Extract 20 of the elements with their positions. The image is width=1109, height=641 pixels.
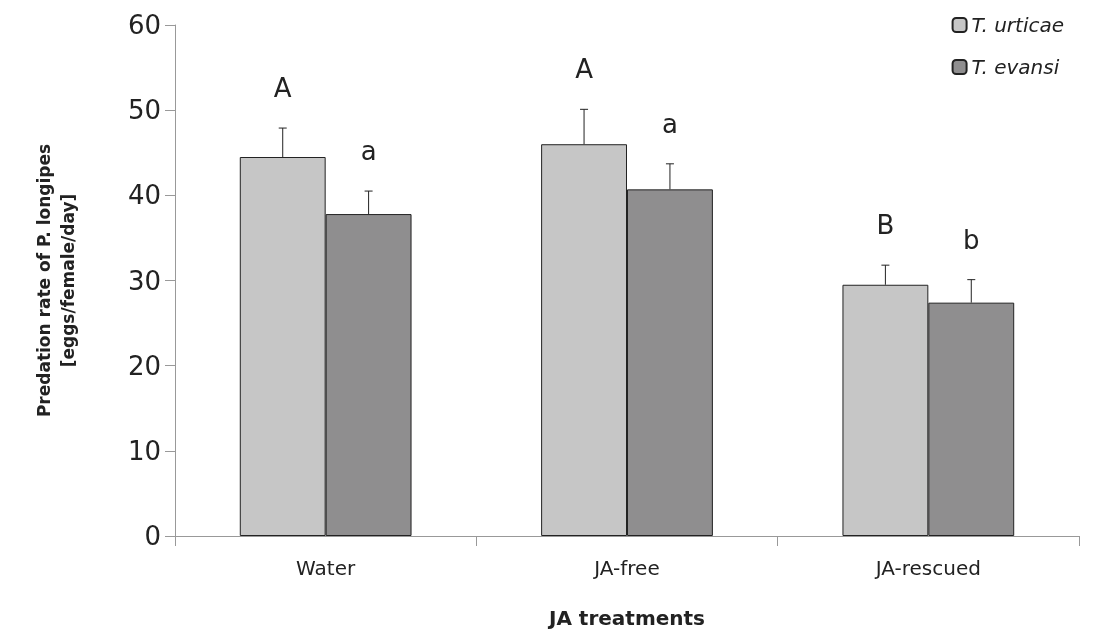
y-tick-label: 10 xyxy=(127,435,161,466)
y-tick-label: 50 xyxy=(127,95,161,126)
x-tick-label: Water xyxy=(296,556,356,580)
y-tick-label: 30 xyxy=(127,265,161,296)
annotation: A xyxy=(273,73,292,104)
y-tick-label: 40 xyxy=(127,180,161,211)
annotation: B xyxy=(876,210,895,241)
y-tick-label: 0 xyxy=(144,521,161,551)
y-axis-title: Predation rate of P. longipes [eggs/female/day] xyxy=(34,143,78,418)
y-tick-label: 60 xyxy=(127,10,161,40)
y-tick-label: 20 xyxy=(127,350,161,381)
x-axis-title: JA treatments xyxy=(546,606,706,630)
annotation: a xyxy=(360,136,377,167)
legend-label: T. urticae xyxy=(971,13,1065,37)
x-tick-label: JA-rescued xyxy=(873,556,981,580)
annotation: a xyxy=(661,108,678,139)
annotation: A xyxy=(575,54,594,85)
x-tick-label: JA-free xyxy=(592,556,660,580)
legend-label: T. evansi xyxy=(971,55,1060,79)
annotation: b xyxy=(963,224,980,255)
